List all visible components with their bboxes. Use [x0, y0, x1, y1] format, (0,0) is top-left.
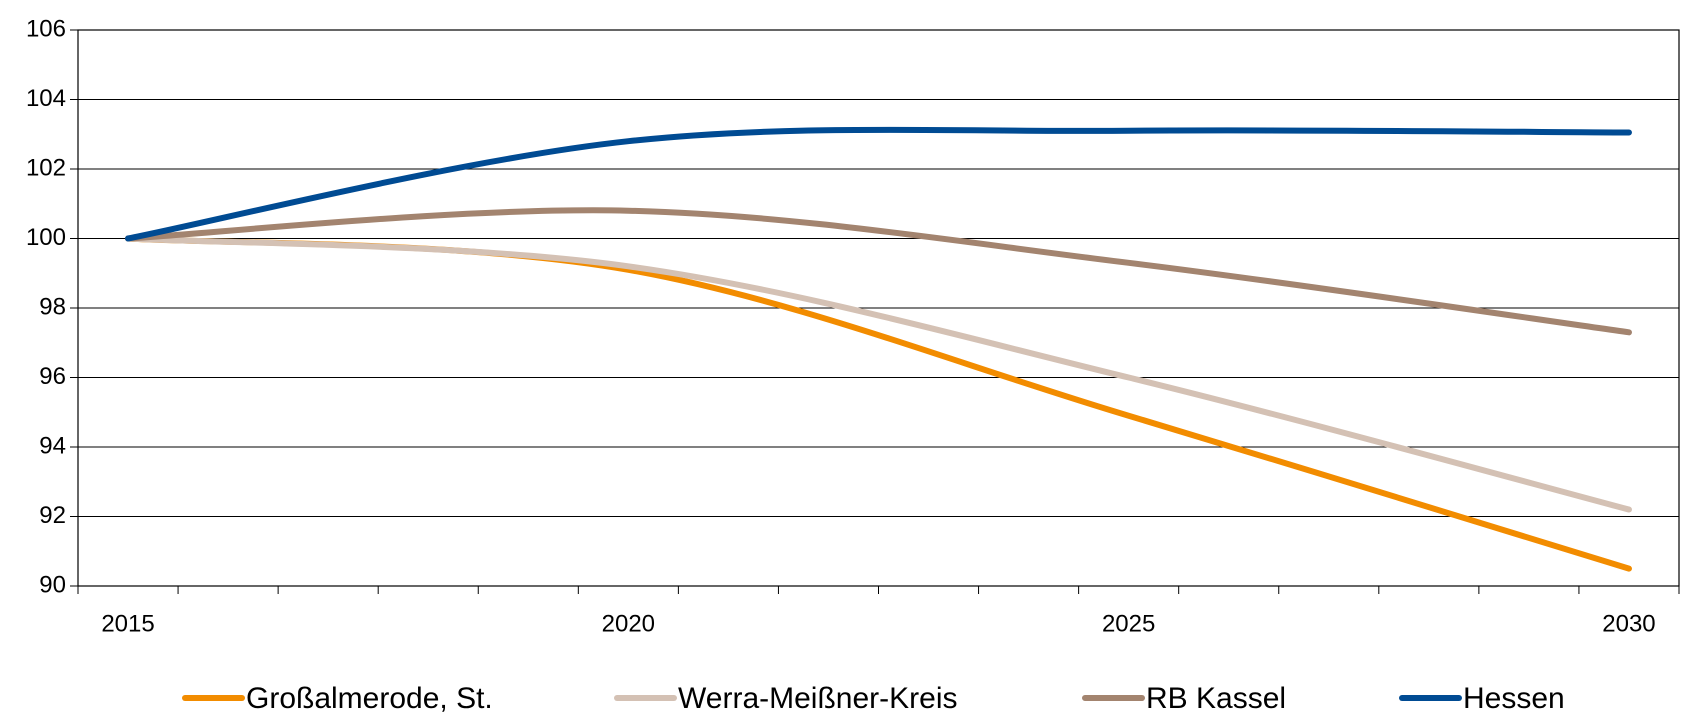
- y-tick-label: 102: [26, 154, 66, 181]
- y-tick-label: 96: [39, 363, 66, 390]
- x-tick-label: 2015: [101, 610, 154, 637]
- y-tick-label: 106: [26, 15, 66, 42]
- x-tick-label: 2025: [1102, 610, 1155, 637]
- y-tick-label: 92: [39, 502, 66, 529]
- legend-label: RB Kassel: [1146, 682, 1286, 715]
- y-tick-label: 104: [26, 85, 66, 112]
- line-series: [125, 207, 1632, 336]
- line-series: [125, 126, 1632, 242]
- legend-label: Werra-Meißner-Kreis: [678, 682, 957, 715]
- x-tick-label: 2020: [602, 610, 655, 637]
- y-tick-label: 90: [39, 571, 66, 598]
- line-series: [125, 235, 1632, 572]
- y-tick-label: 100: [26, 224, 66, 251]
- legend-label: Großalmerode, St.: [246, 682, 493, 715]
- x-tick-label: 2030: [1602, 610, 1655, 637]
- y-tick-label: 98: [39, 293, 66, 320]
- legend-label: Hessen: [1463, 682, 1565, 715]
- y-tick-label: 94: [39, 432, 66, 459]
- line-series: [125, 235, 1632, 513]
